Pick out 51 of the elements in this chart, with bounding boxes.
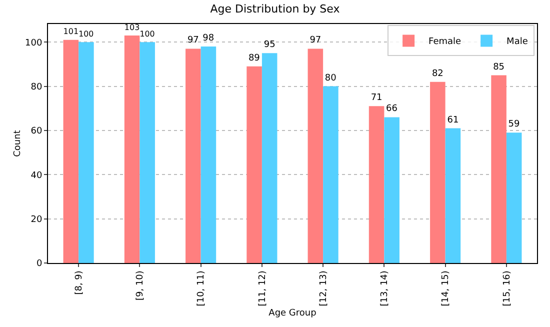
data-label: 103 — [124, 22, 140, 32]
y-tick-label: 80 — [30, 82, 42, 92]
bar — [323, 86, 338, 263]
x-tick-label: [13, 14) — [380, 270, 390, 306]
x-tick-label: [11, 12) — [258, 270, 268, 306]
data-label: 89 — [248, 53, 260, 64]
bar — [384, 117, 400, 263]
y-tick-label: 60 — [30, 126, 42, 137]
bar — [200, 46, 216, 263]
x-tick-label: [12, 13) — [318, 270, 329, 306]
data-label: 95 — [264, 40, 276, 50]
bar — [430, 82, 446, 263]
bar — [63, 40, 79, 263]
y-tick-label: 0 — [36, 259, 42, 270]
x-tick-label: [8, 9) — [74, 270, 84, 295]
data-label: 82 — [432, 68, 444, 79]
bar — [368, 106, 384, 263]
data-label: 85 — [493, 62, 505, 72]
x-tick-label: [9, 10) — [136, 270, 146, 301]
data-label: 98 — [202, 34, 214, 44]
legend-label: Male — [506, 37, 528, 48]
x-tick-label: [15, 16) — [502, 270, 512, 306]
legend-label: Female — [428, 37, 462, 48]
bar — [78, 42, 94, 263]
x-tick-label: [10, 11) — [196, 270, 207, 306]
data-label: 100 — [78, 29, 94, 38]
bar — [246, 66, 262, 263]
y-tick-label: 20 — [30, 214, 42, 225]
y-tick-label: 100 — [25, 38, 42, 48]
data-label: 66 — [386, 104, 398, 114]
data-label: 71 — [370, 93, 382, 104]
y-axis-title: Count — [13, 130, 23, 157]
bar — [491, 75, 506, 263]
data-label: 97 — [187, 36, 199, 46]
data-label: 61 — [447, 115, 459, 126]
x-axis-title: Age Group — [268, 308, 317, 318]
bar — [308, 48, 324, 263]
data-label: 59 — [508, 120, 520, 130]
data-label: 100 — [140, 29, 155, 38]
bar — [124, 35, 140, 263]
x-tick-label: [14, 15) — [441, 270, 452, 306]
data-label: 80 — [324, 73, 337, 84]
bar — [262, 53, 278, 263]
bar — [445, 128, 461, 263]
bar — [506, 132, 522, 263]
bar — [186, 48, 201, 263]
data-label: 97 — [310, 36, 322, 46]
data-label: 101 — [63, 27, 79, 36]
bar — [140, 42, 155, 263]
chart-title: Age Distribution by Sex — [210, 2, 340, 16]
y-tick-label: 40 — [30, 170, 42, 181]
